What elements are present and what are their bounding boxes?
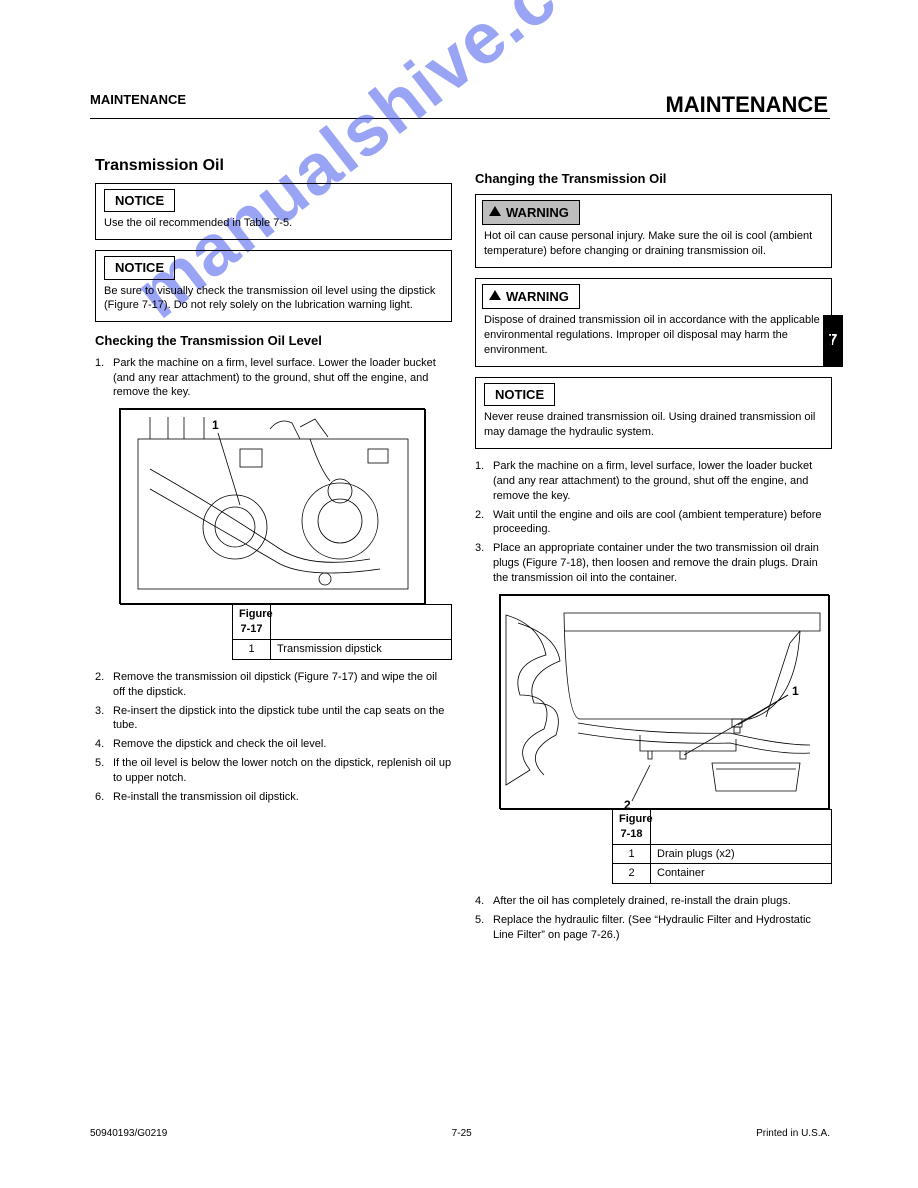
table-cell: Container — [651, 864, 831, 883]
notice-box-2: NOTICE Be sure to visually check the tra… — [95, 250, 452, 322]
step-3: 3. Place an appropriate container under … — [475, 541, 832, 586]
step-number: 5. — [475, 913, 493, 943]
notice-label: NOTICE — [104, 189, 175, 213]
notice-label: NOTICE — [484, 383, 555, 407]
warning-box-1: WARNING Hot oil can cause personal injur… — [475, 194, 832, 268]
step-number: 4. — [475, 894, 493, 909]
step-text: Remove the dipstick and check the oil le… — [113, 737, 326, 752]
step-number: 1. — [475, 459, 493, 504]
warning-triangle-icon — [489, 206, 501, 216]
warning-box-2: WARNING Dispose of drained transmission … — [475, 278, 832, 367]
step-number: 4. — [95, 737, 113, 752]
step-number: 3. — [95, 704, 113, 734]
step-4: 4. Remove the dipstick and check the oil… — [95, 737, 452, 752]
notice-box-3: NOTICE Never reuse drained transmission … — [475, 377, 832, 449]
table-cell: 1 — [613, 845, 651, 864]
step-number: 1. — [95, 356, 113, 401]
subheading-change-oil: Changing the Transmission Oil — [475, 170, 832, 188]
warning-label: WARNING — [482, 284, 580, 310]
table-cell: Drain plugs (x2) — [651, 845, 831, 864]
step-text: Place an appropriate container under the… — [493, 541, 832, 586]
notice-box-1: NOTICE Use the oil recommended in Table … — [95, 183, 452, 240]
footer-print-note: Printed in U.S.A. — [756, 1128, 830, 1139]
notice-text: Use the oil recommended in Table 7-5. — [96, 212, 451, 239]
figure-7-18-caption-table: Figure 7-18 1 Drain plugs (x2) 2 Contain… — [612, 809, 832, 884]
footer-page-number: 7-25 — [452, 1128, 472, 1139]
figure-id: Figure 7-17 — [233, 605, 271, 639]
figure-callout-1: 1 — [212, 418, 219, 432]
notice-text: Never reuse drained transmission oil. Us… — [476, 406, 831, 448]
warning-text: Hot oil can cause personal injury. Make … — [476, 225, 831, 267]
footer-doc-id: 50940193/G0219 — [90, 1128, 167, 1139]
warning-text: Dispose of drained transmission oil in a… — [476, 309, 831, 366]
step-text: Re-install the transmission oil dipstick… — [113, 790, 299, 805]
step-number: 3. — [475, 541, 493, 586]
section-heading-transmission-oil: Transmission Oil — [95, 155, 452, 177]
step-number: 5. — [95, 756, 113, 786]
figure-7-17-caption-table: Figure 7-17 1 Transmission dipstick — [232, 604, 452, 660]
step-3: 3. Re-insert the dipstick into the dipst… — [95, 704, 452, 734]
step-text: Re-insert the dipstick into the dipstick… — [113, 704, 452, 734]
header-section-label: MAINTENANCE — [90, 92, 186, 107]
warning-label-text: WARNING — [506, 205, 569, 220]
step-text: Park the machine on a firm, level surfac… — [113, 356, 452, 401]
step-text: Park the machine on a firm, level surfac… — [493, 459, 832, 504]
figure-callout-1: 1 — [792, 684, 799, 698]
step-5: 5. Replace the hydraulic filter. (See “H… — [475, 913, 832, 943]
step-2: 2. Remove the transmission oil dipstick … — [95, 670, 452, 700]
step-text: After the oil has completely drained, re… — [493, 894, 791, 909]
figure-id: Figure 7-18 — [613, 810, 651, 844]
notice-text: Be sure to visually check the transmissi… — [96, 280, 451, 322]
figure-7-18: 2 1 — [499, 594, 829, 809]
step-text: Wait until the engine and oils are cool … — [493, 508, 832, 538]
warning-label: WARNING — [482, 200, 580, 226]
warning-label-text: WARNING — [506, 289, 569, 304]
step-1: 1. Park the machine on a firm, level sur… — [475, 459, 832, 504]
step-number: 6. — [95, 790, 113, 805]
step-text: Replace the hydraulic filter. (See “Hydr… — [493, 913, 832, 943]
page-footer: 50940193/G0219 7-25 Printed in U.S.A. — [90, 1128, 830, 1139]
header-chapter-title: MAINTENANCE — [665, 92, 828, 118]
step-6: 6. Re-install the transmission oil dipst… — [95, 790, 452, 805]
table-cell: 1 — [233, 640, 271, 659]
step-text: Remove the transmission oil dipstick (Fi… — [113, 670, 452, 700]
step-number: 2. — [95, 670, 113, 700]
header-rule — [90, 118, 830, 119]
step-5: 5. If the oil level is below the lower n… — [95, 756, 452, 786]
figure-7-17: 1 — [119, 408, 425, 604]
notice-label: NOTICE — [104, 256, 175, 280]
figure-callout-2: 2 — [624, 798, 631, 810]
step-number: 2. — [475, 508, 493, 538]
step-1: 1. Park the machine on a firm, level sur… — [95, 356, 452, 401]
subheading-check-oil: Checking the Transmission Oil Level — [95, 332, 452, 350]
step-2: 2. Wait until the engine and oils are co… — [475, 508, 832, 538]
step-4: 4. After the oil has completely drained,… — [475, 894, 832, 909]
table-cell: Transmission dipstick — [271, 640, 451, 659]
table-cell: 2 — [613, 864, 651, 883]
step-text: If the oil level is below the lower notc… — [113, 756, 452, 786]
warning-triangle-icon — [489, 290, 501, 300]
